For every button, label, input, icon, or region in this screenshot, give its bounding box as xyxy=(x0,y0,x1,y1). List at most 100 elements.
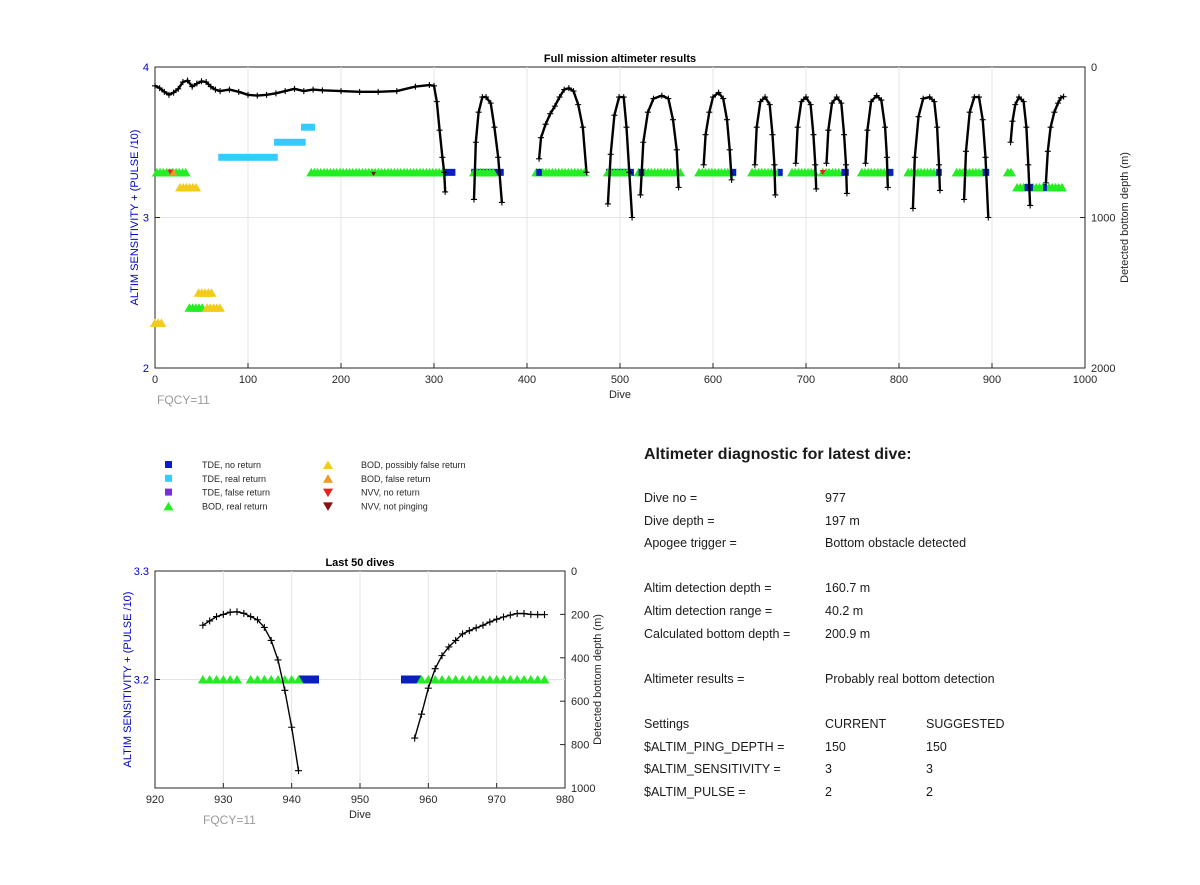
detection-depth-value: 160.7 m xyxy=(825,581,871,596)
bod-marker-bod_possibly_false xyxy=(191,182,202,192)
y2-tick-label: 1000 xyxy=(571,783,595,795)
bod-real-marker xyxy=(437,675,447,684)
bod-marker-bod_real xyxy=(1006,167,1017,177)
legend-marker xyxy=(165,474,172,482)
legend-marker xyxy=(165,488,172,496)
legend-marker xyxy=(323,488,333,498)
tde-marker-tde_real_return xyxy=(301,123,315,131)
settings-label: Settings xyxy=(644,716,690,731)
x-tick-label: 1000 xyxy=(1073,374,1097,386)
legend-marker xyxy=(163,501,174,511)
x-tick-label: 930 xyxy=(214,794,232,806)
bod-real-marker xyxy=(539,675,550,684)
y2-tick-label: 600 xyxy=(571,696,589,708)
legend-marker xyxy=(323,460,333,469)
bod-false-marker xyxy=(169,168,178,176)
sensitivity-current: 3 xyxy=(825,762,832,777)
legend-label: BOD, false return xyxy=(361,474,431,484)
bod-real-marker xyxy=(457,675,468,684)
sensitivity-suggested: 3 xyxy=(926,762,933,777)
current-header: CURRENT xyxy=(825,716,887,731)
sensitivity-row: $ALTIM_SENSITIVITY = 3 3 xyxy=(644,762,1064,785)
bod-real-marker xyxy=(471,675,482,684)
apogee-row: Apogee trigger = Bottom obstacle detecte… xyxy=(644,536,1064,559)
bod-real-marker xyxy=(204,675,215,684)
y-tick-label: 3.3 xyxy=(134,566,149,578)
calculated-depth-label: Calculated bottom depth = xyxy=(644,626,791,641)
pulse-label: $ALTIM_PULSE = xyxy=(644,784,746,799)
x-tick-label: 400 xyxy=(518,374,536,386)
x-tick-label: 700 xyxy=(797,374,815,386)
bod-real-marker xyxy=(532,675,543,684)
depth-line xyxy=(202,611,545,771)
y-tick-label: 4 xyxy=(143,62,149,74)
tde-marker-tde_no_return xyxy=(443,168,456,176)
depth-line xyxy=(154,79,1065,218)
bod-marker-bod_real xyxy=(1056,182,1067,192)
bod-real-marker xyxy=(218,675,229,684)
legend-label: TDE, false return xyxy=(202,488,270,498)
bod-marker-bod_possibly_false xyxy=(206,288,217,297)
sensitivity-label: $ALTIM_SENSITIVITY = xyxy=(644,762,781,777)
bod-real-marker xyxy=(519,675,529,684)
bod-real-marker xyxy=(484,675,495,684)
last-50-dives-chart: 920 930 940 950 960 970 980 3.2 3.3 1000 800 600 400… xyxy=(122,557,604,827)
bod-real-marker xyxy=(245,675,256,684)
diagnostic-title: Altimeter diagnostic for latest dive: xyxy=(644,446,912,463)
x-tick-label: 600 xyxy=(704,374,722,386)
apogee-value: Bottom obstacle detected xyxy=(825,536,967,551)
ping-depth-suggested: 150 xyxy=(926,739,947,754)
marker-bands xyxy=(150,123,1067,327)
bod-marker-bod_possibly_false xyxy=(156,318,167,327)
dive-no-row: Dive no = 977 xyxy=(644,491,1064,514)
bod-real-marker xyxy=(259,675,270,684)
suggested-header: SUGGESTED xyxy=(926,716,1005,731)
bod-real-marker xyxy=(293,675,304,684)
chart-title: Full mission altimeter results xyxy=(544,53,696,65)
full-mission-chart: 0 100 200 300 400 500 600 700 800 900 100023420001… xyxy=(129,53,1131,407)
results-value: Probably real bottom detection xyxy=(825,671,995,686)
tde-marker-tde_real_return xyxy=(218,153,278,161)
bod-real-marker xyxy=(225,675,236,684)
x-tick-label: 920 xyxy=(146,794,164,806)
tde-marker-tde_no_return xyxy=(1043,183,1047,191)
tde-marker-tde_no_return xyxy=(536,168,542,176)
y-axis-label: ALTIM SENSITIVITY + (PULSE /10) xyxy=(122,592,134,768)
x-tick-label: 0 xyxy=(152,374,158,386)
bod-real-marker xyxy=(252,675,263,684)
y2-tick-label: 0 xyxy=(571,566,577,578)
bod-real-marker xyxy=(416,675,427,684)
bod-marker-bod_possibly_false xyxy=(214,303,225,312)
bod-real-marker xyxy=(525,675,536,684)
nvv-marker xyxy=(819,169,826,176)
bod-real-marker xyxy=(505,675,516,684)
dive-depth-row: Dive depth = 197 m xyxy=(644,514,1064,537)
depth-series xyxy=(199,608,548,775)
x-tick-label: 500 xyxy=(611,374,629,386)
dive-no-label: Dive no = xyxy=(644,491,698,505)
x-tick-label: 940 xyxy=(282,794,300,806)
detection-range-value: 40.2 m xyxy=(825,603,864,618)
chart-title: Last 50 dives xyxy=(325,557,394,569)
x-tick-label: 970 xyxy=(487,794,505,806)
x-tick-label: 800 xyxy=(890,374,908,386)
y2-tick-label: 800 xyxy=(571,740,589,752)
y2-tick-label: 400 xyxy=(571,653,589,665)
bod-marker-bod_real xyxy=(833,167,844,177)
bod-marker-bod_real xyxy=(488,167,499,177)
x-tick-label: 300 xyxy=(425,374,443,386)
bod-real-marker xyxy=(464,675,475,684)
ping-depth-label: $ALTIM_PING_DEPTH = xyxy=(644,739,785,754)
legend-marker xyxy=(323,474,333,483)
bod-real-marker xyxy=(211,675,222,684)
pulse-current: 2 xyxy=(825,784,832,799)
tde-marker-tde_no_return xyxy=(887,168,894,176)
dive-depth-label: Dive depth = xyxy=(644,513,715,528)
calculated-depth-row: Calculated bottom depth = 200.9 m xyxy=(644,627,1064,650)
legend-label: BOD, real return xyxy=(202,501,268,511)
bod-real-marker xyxy=(430,675,441,684)
x-tick-label: 960 xyxy=(419,794,437,806)
bod-real-marker xyxy=(197,675,208,684)
y-tick-label: 2 xyxy=(143,363,149,375)
y2-tick-label: 0 xyxy=(1091,62,1097,74)
